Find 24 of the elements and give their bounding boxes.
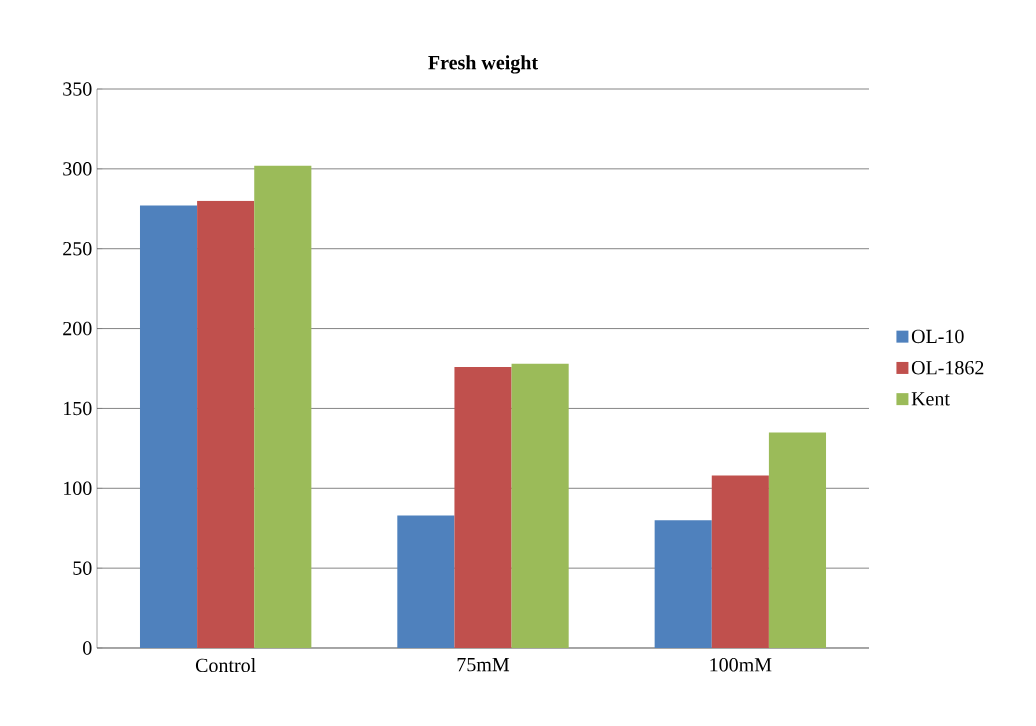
x-tick-label: 75mM [457,658,510,672]
y-tick-label: 200 [63,321,92,336]
legend-label: Kent [911,392,950,406]
y-tick-label: 350 [63,82,92,96]
y-tick-label: 300 [63,162,92,176]
y-tick-label: 250 [63,241,92,256]
bar [397,515,455,648]
chart-title: Fresh weight [428,55,538,74]
y-tick-label: 50 [73,561,92,575]
bar [197,200,255,648]
legend-label: OL-1862 [911,360,984,375]
bar [511,363,569,648]
y-tick-label: 100 [64,481,92,496]
y-tick-label: 150 [64,401,92,416]
bar [768,432,827,648]
bar [654,520,712,648]
bar [254,165,312,648]
x-tick-label: Control [195,658,256,673]
bar [139,205,198,648]
bar [454,366,512,648]
x-tick-label: 100mM [710,658,772,672]
y-tick-label: 0 [83,641,92,655]
legend-label: OL-10 [911,329,964,344]
bar [711,475,769,648]
